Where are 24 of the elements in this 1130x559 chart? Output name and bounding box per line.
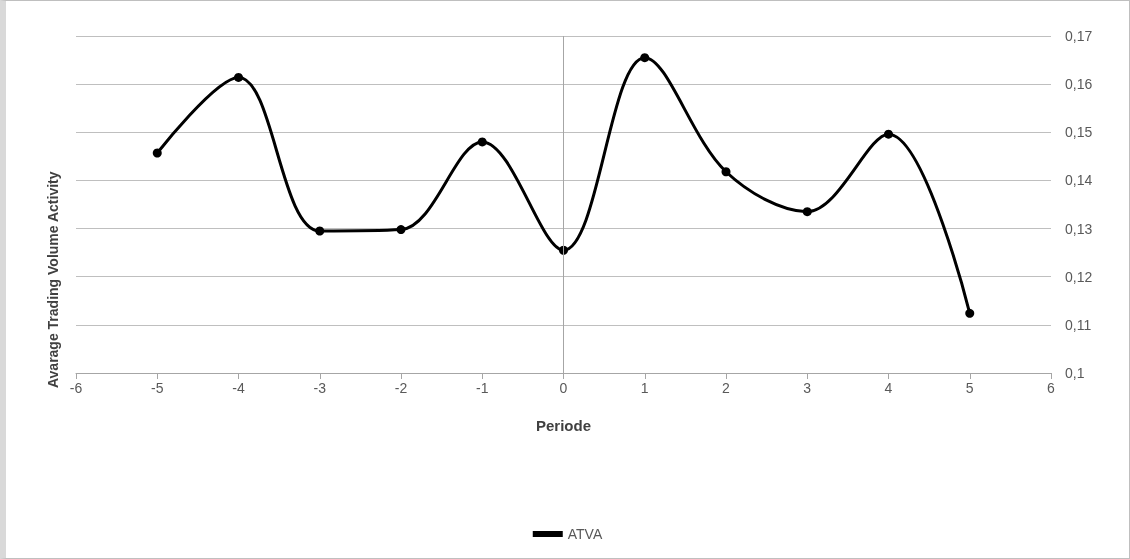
y-tick-label: 0,17 bbox=[1065, 28, 1093, 44]
x-tick-label: 1 bbox=[640, 380, 649, 396]
x-tick-label: 0 bbox=[559, 380, 568, 396]
y-tick-label: 0,13 bbox=[1065, 220, 1093, 237]
y-tick-label: 0,14 bbox=[1065, 172, 1093, 189]
x-tick-label: 3 bbox=[803, 380, 812, 396]
x-tick-label: -4 bbox=[232, 380, 245, 396]
y-tick-label: 0,12 bbox=[1065, 268, 1093, 285]
y-tick-label: 0,1 bbox=[1065, 365, 1085, 381]
x-tick-label: -3 bbox=[313, 380, 327, 396]
x-tick-label: 5 bbox=[965, 380, 974, 396]
x-tick-label: 4 bbox=[884, 380, 893, 396]
x-tick-label: -2 bbox=[394, 380, 408, 396]
y-tick-label: 0,16 bbox=[1065, 76, 1093, 93]
x-tick-label: -5 bbox=[151, 380, 164, 396]
y-axis-title: Avarage Trading Volume Activity bbox=[45, 171, 61, 389]
x-tick-label: -1 bbox=[476, 380, 489, 396]
y-tick-label: 0,11 bbox=[1065, 316, 1092, 333]
x-tick-label: 6 bbox=[1047, 380, 1056, 396]
y-tick-label: 0,15 bbox=[1065, 124, 1093, 141]
x-axis-title: Periode bbox=[535, 417, 592, 434]
x-tick-label: -6 bbox=[69, 380, 83, 396]
legend-label: ATVA bbox=[567, 526, 603, 542]
x-tick-label: 2 bbox=[722, 380, 731, 396]
